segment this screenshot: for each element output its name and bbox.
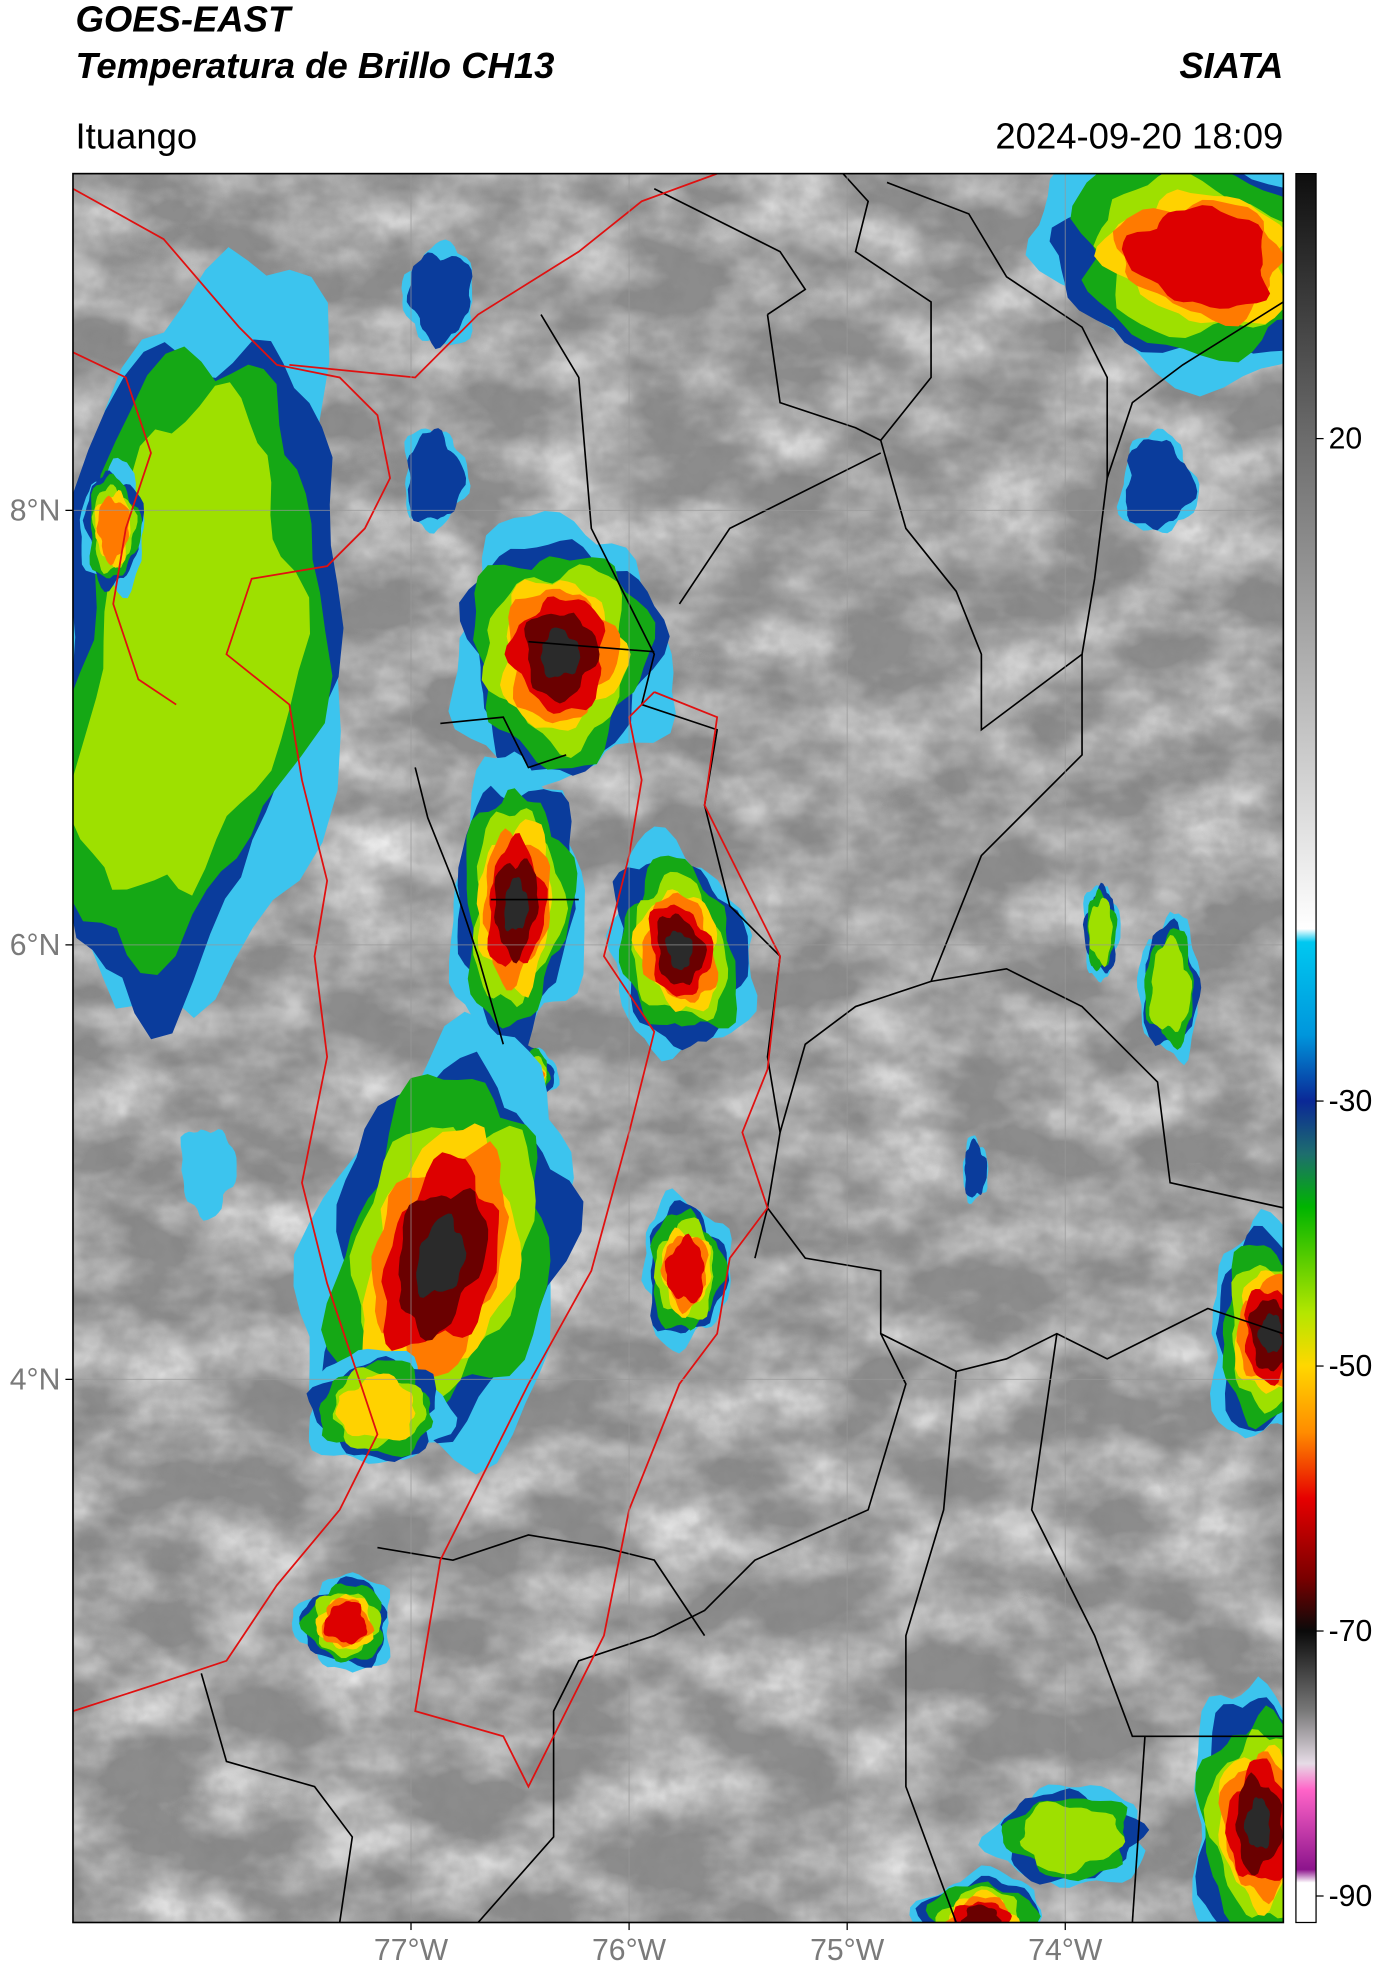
y-tick-label: 8°N (10, 494, 61, 527)
datetime: 2024-09-20 18:09 (995, 115, 1283, 156)
cloud-shape (1121, 205, 1271, 309)
cloud-shape (407, 428, 467, 523)
x-tick-label: 75°W (810, 1934, 885, 1967)
cloud-shape (1257, 1313, 1282, 1353)
map-area (72, 173, 1284, 1923)
colorbar-tick-label: -50 (1329, 1350, 1373, 1383)
colorbar-tick-label: 20 (1329, 423, 1363, 456)
borders (200, 173, 1284, 1923)
cloud-shape (1149, 934, 1193, 1032)
location: Ituango (75, 115, 197, 156)
cloud-shape (964, 1138, 988, 1198)
colorbar-fill (1295, 172, 1317, 1924)
y-tick-label: 6°N (10, 929, 61, 962)
cloud-shape (1019, 1801, 1126, 1875)
cloud-shape (504, 877, 529, 932)
x-tick-label: 76°W (592, 1934, 667, 1967)
x-tick-label: 77°W (374, 1934, 449, 1967)
colorbar-tick-label: -90 (1329, 1880, 1373, 1913)
cloud-shape (664, 1233, 705, 1304)
cloud-shape (1088, 897, 1113, 968)
gridlines (72, 173, 1284, 1923)
axes: 77°W 76°W 75°W 74°W 8°N 6°N 4°N (10, 494, 1103, 1967)
colorbar-tick-label: -70 (1329, 1615, 1373, 1648)
colorbar: 20 -30 -50 -70 -90 (1295, 172, 1373, 1924)
cloud-shape (335, 1373, 416, 1441)
cloud-shape (323, 1601, 368, 1645)
agency: SIATA (1179, 45, 1283, 86)
cloud-shape (406, 252, 473, 350)
cloud-shape (960, 1904, 1002, 1923)
cloud-shape (1125, 439, 1198, 531)
title: GOES-EAST (75, 0, 293, 39)
colorbar-tick-label: -30 (1329, 1085, 1373, 1118)
cloud-shape (96, 495, 130, 566)
map-frame (72, 172, 1285, 1924)
cloud-shape (540, 627, 581, 678)
subtitle: Temperatura de Brillo CH13 (75, 45, 554, 86)
y-tick-label: 4°N (10, 1363, 61, 1396)
cloud-shape (665, 930, 693, 971)
x-tick-label: 74°W (1028, 1934, 1103, 1967)
cloud-shape (416, 1213, 467, 1298)
cloud-shape (180, 1129, 237, 1221)
cloud-shape (1243, 1797, 1271, 1849)
